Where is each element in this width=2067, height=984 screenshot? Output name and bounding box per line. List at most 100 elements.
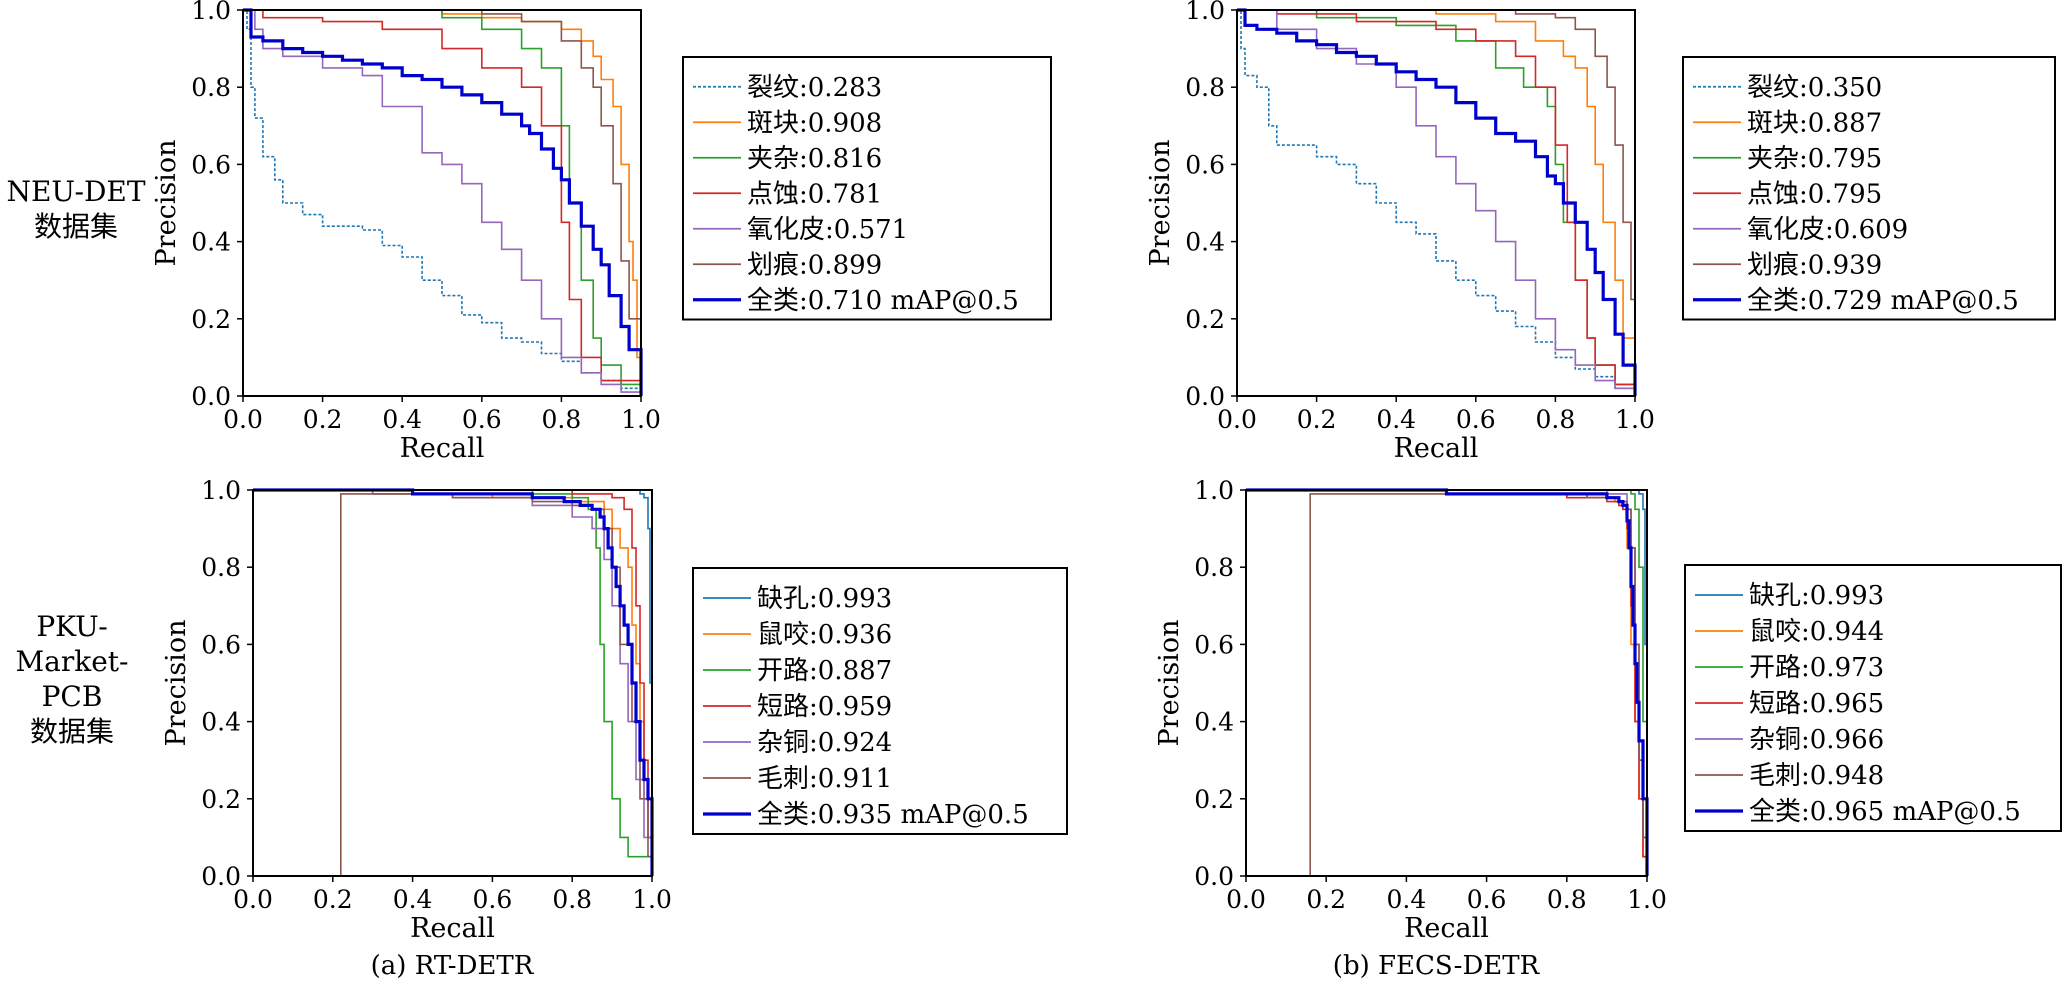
legend: 裂纹:0.283 斑块:0.908 夹杂:0.816 点蚀:0.781 氧化皮:0.57… [682, 56, 1052, 321]
pr-curves [1246, 488, 1649, 876]
row-label-neu-det-line-2: 数据集 [34, 210, 118, 243]
legend-entry: 划痕:0.899 [747, 250, 882, 280]
pr-curve-1 [1237, 9, 1636, 396]
chart-rt-detr-pku-pcb: 0.00.0 0.2 0.2 0.4 0.4 0.6 0.6 0.8 0.8 1.0 1.0 Reca… [161, 476, 1068, 944]
pr-curve-5 [1237, 9, 1636, 396]
y-tick-label: 0.8 [1194, 553, 1234, 582]
x-axis-label: Recall [410, 913, 495, 944]
row-label-neu-det: NEU-DET 数据集 [6, 175, 145, 243]
x-tick-label: 0.2 [1306, 885, 1346, 914]
legend-box [1682, 56, 2056, 321]
pr-curve-0 [253, 489, 653, 876]
pr-curve-1 [1246, 489, 1648, 876]
pr-curve-5 [243, 9, 642, 396]
y-tick-label: 0.8 [201, 553, 241, 582]
x-tick-label: 0.4 [382, 405, 422, 434]
x-tick-label: 1.0 [621, 405, 661, 434]
legend-entry: 点蚀:0.781 [747, 179, 882, 209]
pr-curve-3 [253, 489, 653, 876]
y-tick-label: 1.0 [201, 476, 241, 505]
x-tick-label: 0.6 [1467, 885, 1507, 914]
legend-entry: 全类:0.729 mAP@0.5 [1747, 286, 2019, 316]
axes-frame [1245, 489, 1648, 877]
y-tick-label: 0.2 [1194, 785, 1234, 814]
y-tick-label: 1.0 [1194, 476, 1234, 505]
legend-entry: 夹杂:0.795 [1747, 144, 1882, 174]
legend-entry: 斑块:0.908 [747, 108, 882, 138]
y-tick-label: 0.0 [201, 862, 241, 891]
y-tick-label: 0.6 [201, 630, 241, 659]
legend-entry: 毛刺:0.948 [1749, 761, 1884, 791]
y-tick-label: 0.2 [1185, 305, 1225, 334]
pr-curve-3 [1246, 489, 1648, 876]
y-tick-label: 0.2 [201, 785, 241, 814]
y-tick-label: 0.0 [1185, 382, 1225, 411]
y-tick-label: 1.0 [191, 0, 231, 25]
axes-frame [242, 9, 642, 397]
legend-entry: 杂铜:0.924 [757, 728, 892, 758]
legend-entry: 全类:0.710 mAP@0.5 [747, 286, 1019, 316]
legend-entry: 划痕:0.939 [1747, 250, 1882, 280]
pr-curve-2 [253, 489, 653, 876]
y-tick-label: 0.8 [1185, 73, 1225, 102]
x-tick-label: 0.0 [1226, 885, 1266, 914]
legend-entry: 开路:0.973 [1749, 653, 1884, 683]
pr-curve-6 [1237, 8, 1637, 396]
pr-curve-4 [253, 489, 653, 876]
x-axis-label: Recall [1394, 433, 1479, 464]
legend: 裂纹:0.350 斑块:0.887 夹杂:0.795 点蚀:0.795 氧化皮:0.60… [1682, 56, 2056, 321]
pr-curve-3 [1237, 9, 1636, 396]
y-tick-label: 0.6 [1185, 150, 1225, 179]
y-tick-label: 0.4 [201, 708, 241, 737]
y-axis-label: Precision [1154, 620, 1185, 747]
x-tick-label: 0.8 [1536, 405, 1576, 434]
pr-curves [253, 488, 654, 876]
legend-box [692, 567, 1068, 835]
legend-entry: 开路:0.887 [757, 656, 892, 686]
pr-curve-2 [1246, 489, 1648, 876]
row-label-pku-market-pcb: PKU- Market- PCB 数据集 [16, 610, 129, 748]
y-tick-label: 0.6 [1194, 630, 1234, 659]
y-tick-label: 1.0 [1185, 0, 1225, 25]
pr-curve-6 [1246, 488, 1649, 876]
x-tick-label: 0.8 [542, 405, 582, 434]
legend-entry: 全类:0.935 mAP@0.5 [757, 800, 1029, 830]
x-tick-label: 0.4 [393, 885, 433, 914]
x-axis-label: Recall [1404, 913, 1489, 944]
x-tick-label: 1.0 [632, 885, 672, 914]
x-tick-label: 0.0 [233, 885, 273, 914]
x-tick-label: 0.2 [303, 405, 343, 434]
legend-entry: 杂铜:0.966 [1749, 725, 1884, 755]
y-tick-label: 0.4 [1185, 228, 1225, 257]
row-label-pku-line-1: PKU- [36, 610, 107, 643]
legend-entry: 缺孔:0.993 [757, 584, 892, 614]
pr-curve-4 [243, 9, 642, 396]
x-tick-label: 0.6 [462, 405, 502, 434]
pr-curve-6 [253, 488, 654, 876]
x-tick-label: 0.2 [1297, 405, 1337, 434]
x-tick-label: 0.4 [1376, 405, 1416, 434]
pr-curves [243, 8, 643, 396]
legend: 缺孔:0.993 鼠咬:0.944 开路:0.973 短路:0.965 杂铜:0.966… [1684, 564, 2062, 832]
row-label-pku-line-2: Market- [16, 645, 129, 678]
pr-curve-0 [1237, 9, 1636, 396]
pr-curves [1237, 8, 1637, 396]
legend-box [682, 56, 1052, 321]
pr-curve-2 [243, 9, 642, 396]
y-axis-label: Precision [151, 140, 182, 267]
legend-entry: 点蚀:0.795 [1747, 179, 1882, 209]
caption-fecs-detr: (b) FECS-DETR [1333, 951, 1541, 981]
x-tick-label: 0.8 [1547, 885, 1587, 914]
legend-entry: 裂纹:0.283 [747, 73, 882, 103]
y-tick-label: 0.0 [1194, 862, 1234, 891]
x-tick-label: 1.0 [1615, 405, 1655, 434]
legend-entry: 夹杂:0.816 [747, 144, 882, 174]
legend-entry: 氧化皮:0.609 [1747, 215, 1908, 245]
x-tick-label: 0.8 [552, 885, 592, 914]
legend-entry: 短路:0.965 [1749, 689, 1884, 719]
y-tick-label: 0.4 [191, 228, 231, 257]
legend-entry: 短路:0.959 [757, 692, 892, 722]
pr-curve-1 [243, 9, 642, 396]
row-label-pku-line-3: PCB [42, 680, 103, 713]
row-label-pku-line-4: 数据集 [30, 715, 114, 748]
